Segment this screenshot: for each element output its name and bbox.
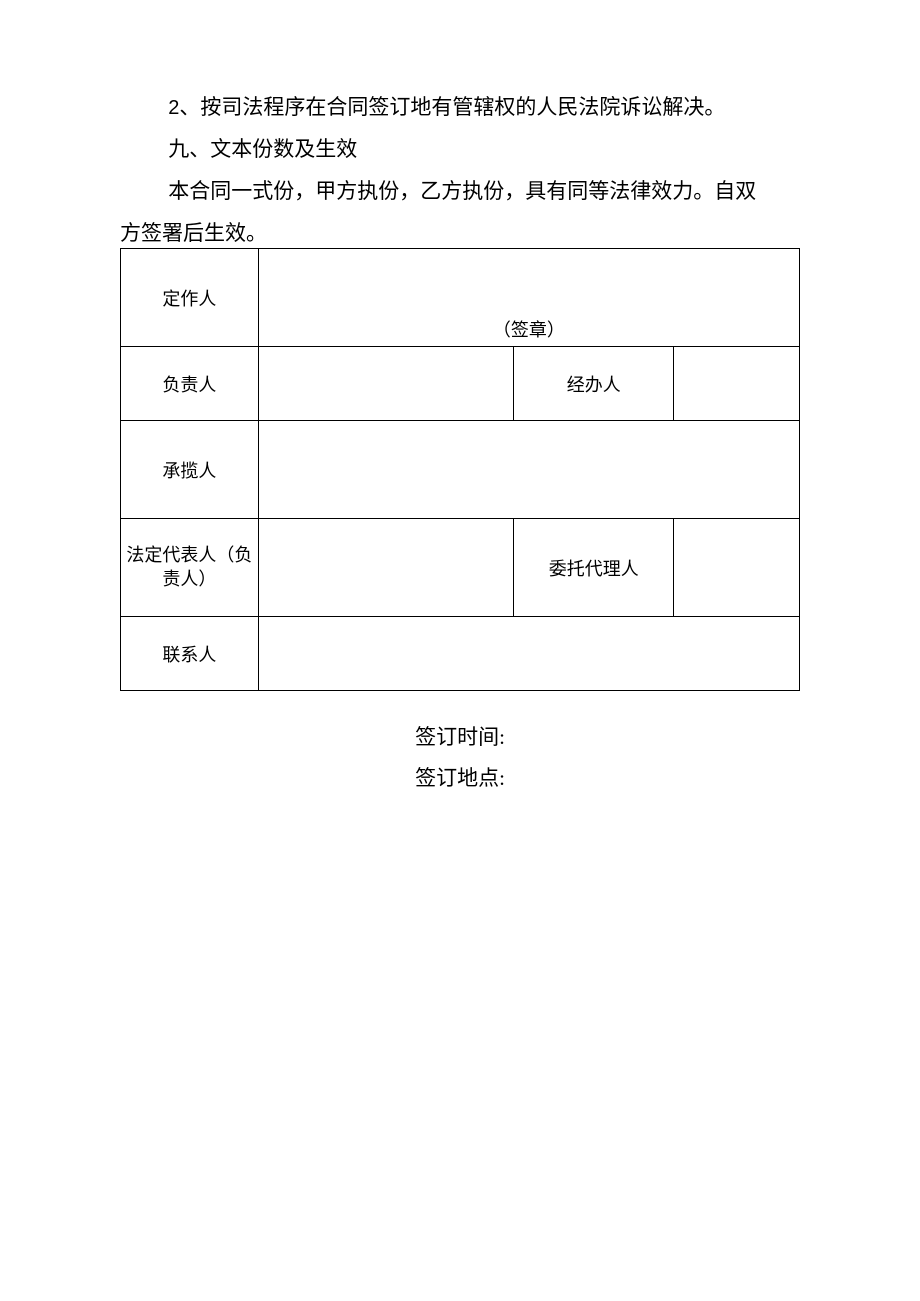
cell-agent-value bbox=[674, 519, 800, 617]
clause-2-text: 2、按司法程序在合同签订地有管辖权的人民法院诉讼解决。 bbox=[120, 86, 800, 128]
clause-sep: 、 bbox=[179, 95, 200, 119]
cell-agent-label: 委托代理人 bbox=[514, 519, 674, 617]
table-row: 定作人 （签章） bbox=[121, 249, 800, 347]
cell-orderer-seal: （签章） bbox=[258, 249, 799, 347]
cell-contractor-label: 承揽人 bbox=[121, 421, 259, 519]
signature-table: 定作人 （签章） 负责人 经办人 承揽人 法定代表人（负 责人） 委托代理人 联… bbox=[120, 248, 800, 691]
table-row: 负责人 经办人 bbox=[121, 347, 800, 421]
cell-handler-value bbox=[674, 347, 800, 421]
sign-time-label: 签订时间: bbox=[120, 717, 800, 758]
cell-orderer-label: 定作人 bbox=[121, 249, 259, 347]
cell-contractor-value bbox=[258, 421, 799, 519]
clause-body: 按司法程序在合同签订地有管辖权的人民法院诉讼解决。 bbox=[200, 95, 725, 119]
cell-responsible-value bbox=[258, 347, 514, 421]
signing-footer: 签订时间: 签订地点: bbox=[120, 717, 800, 799]
table-row: 法定代表人（负 责人） 委托代理人 bbox=[121, 519, 800, 617]
section-nine-heading: 九、文本份数及生效 bbox=[120, 128, 800, 170]
cell-legalrep-label: 法定代表人（负 责人） bbox=[121, 519, 259, 617]
cell-contact-label: 联系人 bbox=[121, 617, 259, 691]
cell-legalrep-value bbox=[258, 519, 514, 617]
cell-responsible-label: 负责人 bbox=[121, 347, 259, 421]
table-row: 联系人 bbox=[121, 617, 800, 691]
table-row: 承揽人 bbox=[121, 421, 800, 519]
legalrep-label-line2: 责人） bbox=[162, 569, 216, 589]
copies-para-line1: 本合同一式份，甲方执份，乙方执份，具有同等法律效力。自双 bbox=[120, 170, 800, 212]
cell-contact-value bbox=[258, 617, 799, 691]
clause-num: 2 bbox=[168, 97, 179, 119]
cell-handler-label: 经办人 bbox=[514, 347, 674, 421]
legalrep-label-line1: 法定代表人（负 bbox=[126, 545, 252, 565]
sign-place-label: 签订地点: bbox=[120, 758, 800, 799]
